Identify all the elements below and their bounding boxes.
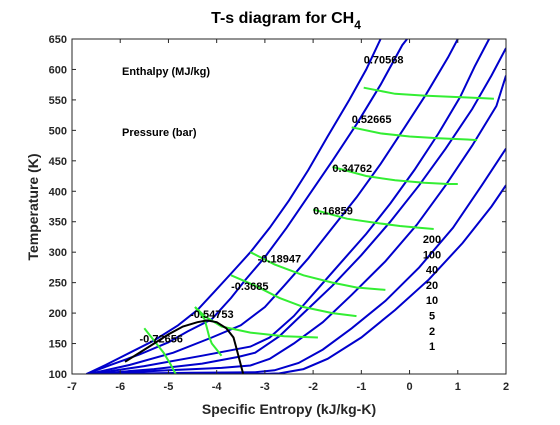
isobar-line-20	[91, 39, 490, 374]
saturation-dome-line	[124, 319, 245, 374]
enthalpy-label: 0.16859	[313, 205, 353, 217]
y-tick-label: 350	[49, 217, 67, 229]
isenthalp-line--0.18947	[249, 251, 386, 291]
isenthalp-line--0.3685	[230, 274, 357, 318]
x-tick-label: -7	[67, 381, 77, 393]
pressure-label: 2	[429, 326, 435, 338]
isobar-line-10	[93, 47, 506, 374]
pressure-label: 10	[426, 295, 438, 307]
pressure-label: 200	[423, 234, 441, 246]
isobar-line-100	[86, 39, 408, 374]
y-tick-label: 600	[49, 64, 67, 76]
y-tick-label: 100	[49, 369, 67, 381]
enthalpy-label: -0.18947	[258, 254, 301, 266]
isobar-line-200	[86, 39, 382, 374]
enthalpy-label: 0.52665	[352, 114, 392, 126]
enthalpy-label: 0.34762	[332, 163, 372, 175]
pressure-label: 100	[423, 249, 441, 261]
axes-box	[71, 38, 507, 375]
pressure-label: 5	[429, 311, 435, 323]
pressure-legend-label: Pressure (bar)	[122, 127, 197, 139]
x-axis-title: Specific Entropy (kJ/kg-K)	[202, 401, 376, 417]
y-tick-label: 250	[49, 278, 67, 290]
x-tick-label: 2	[503, 381, 509, 393]
x-tick-label: -5	[164, 381, 174, 393]
y-tick-label: 550	[49, 95, 67, 107]
isenthalp-line-0.34762	[332, 165, 458, 185]
isenthalp-line-segment-8	[194, 306, 223, 357]
isenthalp-line-0.16859	[312, 208, 434, 230]
isenthalp-line-0.52665	[351, 126, 478, 142]
isenthalp-line--0.54753	[194, 306, 318, 339]
enthalpy-label: -0.3685	[231, 281, 268, 293]
x-tick-label: -6	[115, 381, 125, 393]
plot-area	[86, 39, 506, 374]
y-tick-label: 200	[49, 308, 67, 320]
enthalpy-label: -0.72656	[140, 333, 183, 345]
isobar-line-1	[100, 184, 506, 374]
y-tick-label: 400	[49, 186, 67, 198]
pressure-label: 40	[426, 265, 438, 277]
pressure-label: 20	[426, 280, 438, 292]
y-tick-label: 150	[49, 339, 67, 351]
isenthalp-line--0.72656	[143, 327, 177, 374]
y-tick-label: 450	[49, 156, 67, 168]
y-tick-label: 300	[49, 247, 67, 259]
isobar-line-2	[98, 148, 506, 374]
isobar-line-5	[96, 75, 506, 374]
pressure-label: 1	[429, 341, 435, 353]
isobar-line-40	[88, 39, 459, 374]
enthalpy-legend-label: Enthalpy (MJ/kg)	[122, 66, 210, 78]
x-tick-label: -1	[356, 381, 366, 393]
enthalpy-label: 0.70568	[364, 54, 404, 66]
x-tick-label: -2	[308, 381, 318, 393]
isenthalp-line-0.70568	[363, 86, 494, 100]
y-tick-label: 650	[49, 34, 67, 46]
x-tick-label: 1	[455, 381, 461, 393]
x-tick-label: -4	[212, 381, 223, 393]
y-axis-title: Temperature (K)	[25, 153, 41, 260]
x-tick-label: -3	[260, 381, 270, 393]
enthalpy-label: -0.54753	[190, 309, 233, 321]
chart-title: T-s diagram for CH4	[211, 10, 361, 32]
y-tick-label: 500	[49, 125, 67, 137]
x-tick-label: 0	[406, 381, 412, 393]
